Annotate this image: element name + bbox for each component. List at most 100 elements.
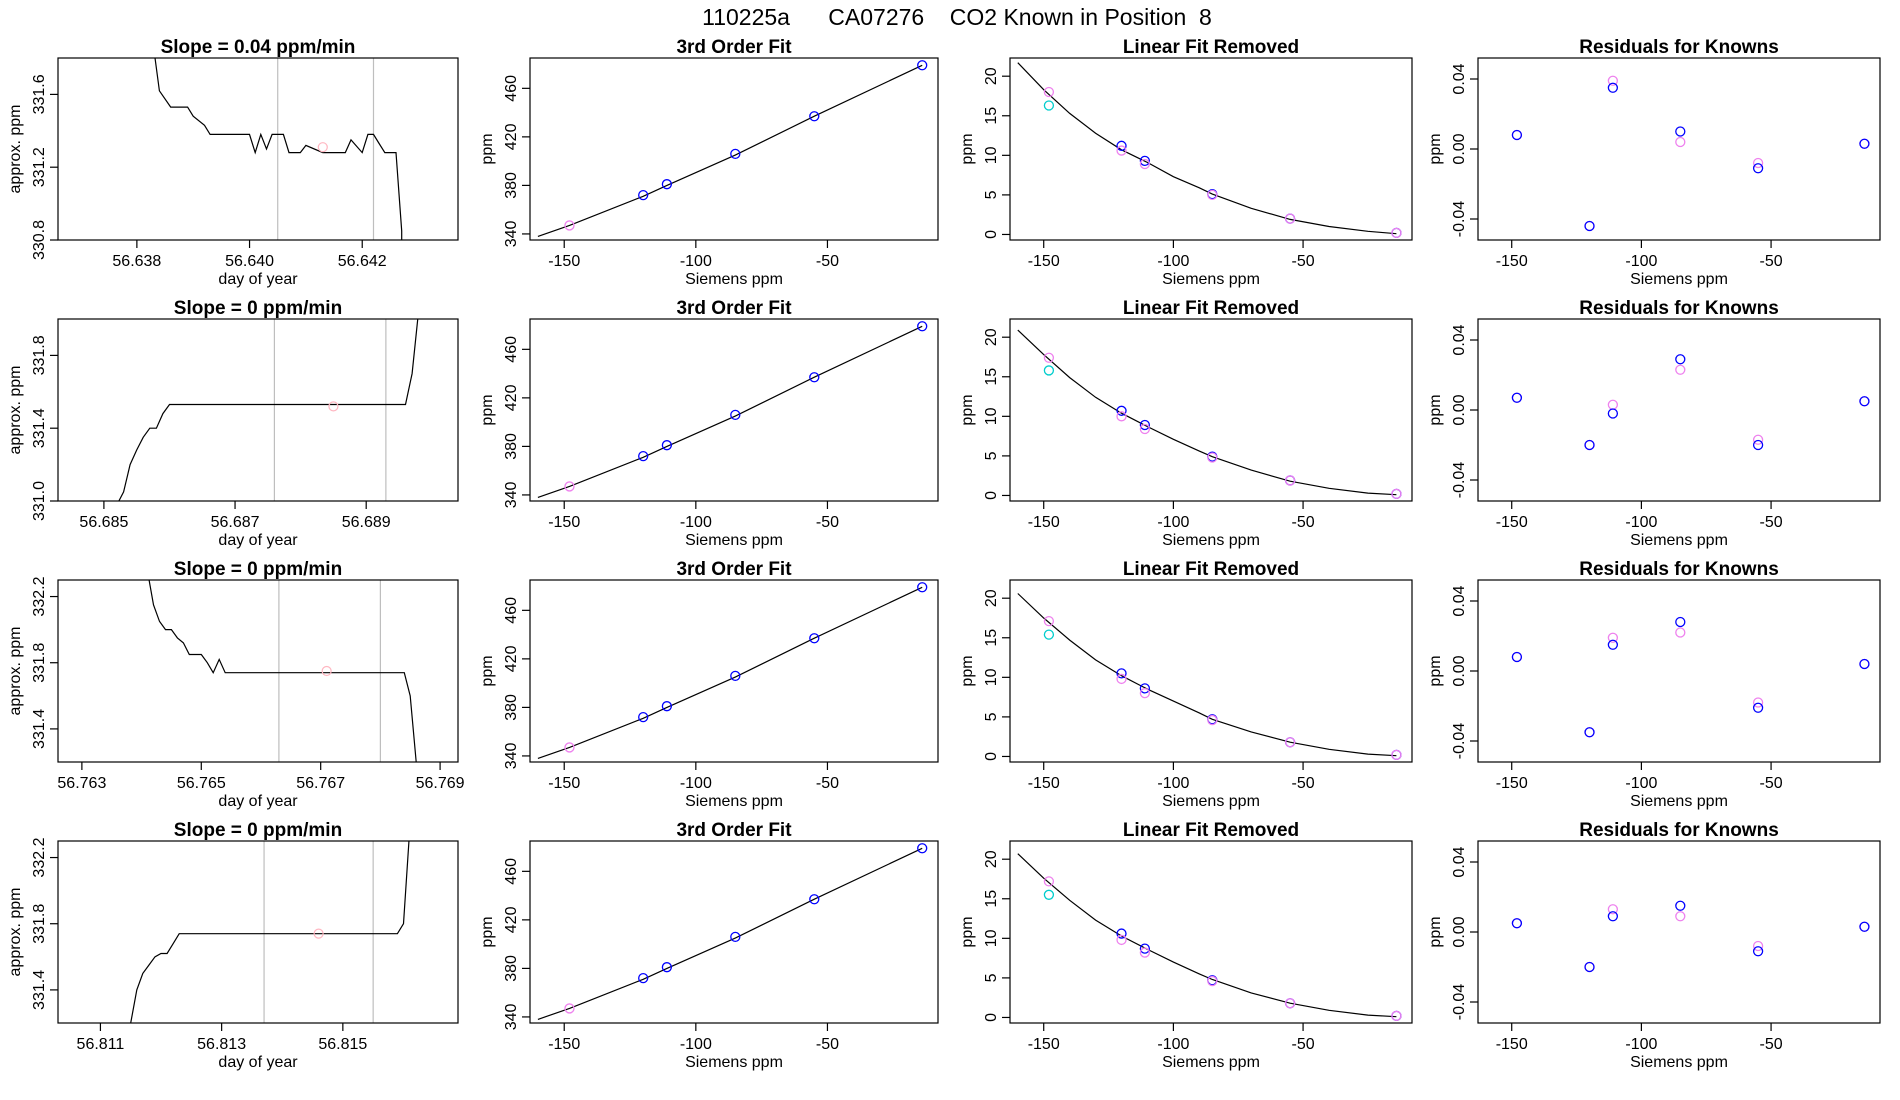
data-point (1607, 408, 1619, 419)
y-tick-label: 340 (503, 742, 520, 769)
data-point (730, 409, 741, 421)
data-point (1139, 423, 1151, 435)
data-point (1139, 947, 1151, 958)
y-tick-label: 420 (503, 906, 520, 933)
x-tick-label: -150 (1496, 775, 1528, 792)
data-point (1511, 918, 1523, 929)
y-tick-label: 0 (983, 1013, 1000, 1022)
chart-panel-r2_res: Residuals for Knowns -150 -100 -50 Siemens p… (1427, 298, 1881, 549)
plot-frame (57, 579, 459, 763)
data-point (1752, 439, 1764, 451)
y-tick-label: 0.04 (1451, 585, 1468, 616)
data-point (1139, 158, 1151, 170)
panel-title: 3rd Order Fit (676, 298, 792, 319)
data-point (1207, 452, 1218, 463)
data-point (1752, 946, 1764, 957)
data-point (1511, 129, 1523, 141)
data-point (1584, 439, 1595, 451)
x-tick-label: 56.815 (318, 1036, 367, 1053)
x-axis-label: Siemens ppm (1162, 793, 1260, 810)
y-tick-label: 0.04 (1451, 846, 1468, 877)
x-axis-label: day of year (218, 271, 298, 288)
panel-title: Slope = 0 ppm/min (174, 298, 342, 319)
chart-panel-r3_lin: Linear Fit Removed -150 -100 -50 Siemens ppm… (959, 559, 1413, 810)
y-axis-label: ppm (1427, 394, 1444, 425)
x-axis-label: Siemens ppm (1630, 532, 1728, 549)
chart-panel-r2_lin: Linear Fit Removed -150 -100 -50 Siemens ppm… (959, 298, 1413, 549)
data-point (1752, 702, 1764, 713)
x-tick-label: -50 (816, 514, 839, 531)
data-point (564, 220, 575, 231)
y-tick-label: 460 (503, 75, 520, 102)
x-tick-label: 56.765 (177, 775, 226, 792)
y-tick-label: 5 (983, 190, 1000, 199)
y-tick-label: 0.00 (1451, 133, 1468, 164)
x-axis-label: Siemens ppm (685, 1054, 783, 1071)
panel-title: Slope = 0 ppm/min (174, 820, 342, 841)
x-tick-label: -100 (1157, 1036, 1189, 1053)
y-tick-label: 331.8 (31, 904, 48, 944)
x-tick-label: 56.763 (57, 775, 106, 792)
y-axis-label: ppm (479, 133, 496, 164)
plot-frame (57, 318, 459, 502)
y-axis-label: ppm (1427, 133, 1444, 164)
x-tick-label: -50 (816, 1036, 839, 1053)
data-point (1284, 475, 1296, 486)
data-point (661, 440, 673, 451)
data-point (1043, 615, 1055, 627)
chart-panel-r1_fit: 3rd Order Fit -150 -100 -50 Siemens ppm 340 38… (479, 37, 939, 288)
y-axis-label: ppm (1427, 916, 1444, 947)
data-point (1511, 651, 1523, 663)
data-point (1139, 155, 1151, 167)
data-point (730, 670, 741, 682)
data-point (1043, 352, 1055, 363)
data-point (1207, 714, 1218, 726)
data-point (1859, 396, 1870, 407)
chart-panel-r4_raw: Slope = 0 ppm/min 56.811 56.813 56.815 day o… (7, 820, 459, 1071)
x-tick-label: -50 (1292, 514, 1315, 531)
y-tick-label: 15 (983, 890, 1000, 908)
plot-frame (1009, 579, 1413, 763)
y-tick-label: 460 (503, 597, 520, 624)
y-tick-label: 331.0 (31, 481, 48, 521)
y-axis-label: approx. ppm (7, 366, 24, 455)
x-tick-label: 56.685 (79, 514, 128, 531)
data-point (661, 179, 673, 190)
chart-panel-r3_fit: 3rd Order Fit -150 -100 -50 Siemens ppm 340 38… (479, 559, 939, 810)
data-point (1284, 998, 1296, 1009)
data-point (1116, 668, 1127, 679)
data-point (638, 450, 649, 462)
data-point (1139, 683, 1151, 694)
fit-curve (1017, 62, 1397, 235)
y-axis-label: ppm (479, 394, 496, 425)
data-point (1391, 227, 1402, 239)
chart-panel-r4_res: Residuals for Knowns -150 -100 -50 Siemens p… (1427, 820, 1881, 1071)
panel-title: Residuals for Knowns (1579, 559, 1779, 580)
plot-frame (1009, 57, 1413, 241)
y-tick-label: 460 (503, 858, 520, 885)
trace-line (154, 58, 403, 240)
x-tick-label: -100 (680, 1036, 712, 1053)
data-point (1675, 126, 1686, 137)
y-tick-label: 340 (503, 220, 520, 247)
y-tick-label: 20 (983, 850, 1000, 868)
y-tick-label: 330.8 (31, 220, 48, 260)
x-tick-label: -150 (1496, 253, 1528, 270)
y-axis-label: approx. ppm (7, 627, 24, 716)
x-tick-label: -50 (1760, 253, 1783, 270)
x-axis-label: Siemens ppm (1630, 793, 1728, 810)
x-tick-label: -150 (548, 253, 580, 270)
average-marker (313, 928, 324, 939)
data-point (1607, 82, 1619, 93)
data-point (564, 481, 575, 492)
y-tick-label: 20 (983, 589, 1000, 607)
x-tick-label: -100 (680, 253, 712, 270)
x-tick-label: -50 (816, 253, 839, 270)
y-tick-label: 15 (983, 107, 1000, 125)
data-point (564, 742, 575, 753)
x-axis-label: day of year (218, 1054, 298, 1071)
x-tick-label: 56.687 (211, 514, 260, 531)
data-point (661, 962, 673, 973)
data-point (1116, 145, 1127, 156)
data-point (1675, 616, 1686, 628)
